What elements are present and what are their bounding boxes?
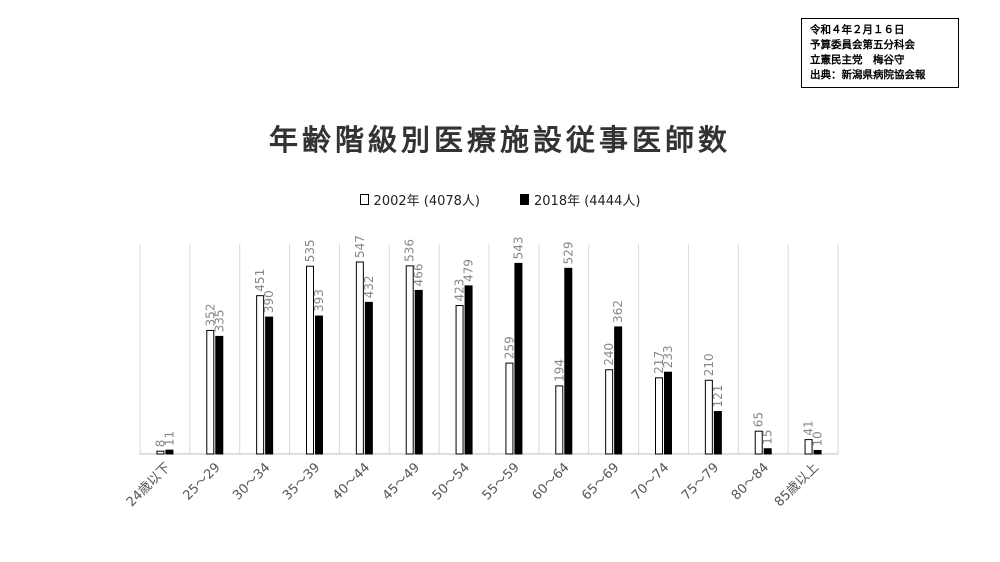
bar-2002 <box>355 261 364 455</box>
bar-2018 <box>414 289 423 455</box>
bar-2018 <box>464 285 473 455</box>
bar-2018 <box>165 449 174 455</box>
legend-label-2002: 2002年 (4078人) <box>373 194 480 209</box>
data-label-2018: 432 <box>362 275 376 298</box>
bar-2018 <box>564 267 573 455</box>
bar-2002 <box>605 369 614 455</box>
data-label-2018: 10 <box>811 431 825 446</box>
data-label-2018: 15 <box>761 429 775 444</box>
bar-2018 <box>315 315 323 455</box>
bar-2002 <box>455 305 464 455</box>
bar-2018 <box>514 262 523 455</box>
data-label-2018: 11 <box>162 431 176 446</box>
info-party: 立憲民主党 梅谷守 <box>810 54 905 66</box>
category-tick-label: 45～49 <box>380 460 423 503</box>
data-label-2018: 543 <box>511 236 525 259</box>
bar-2018 <box>215 335 224 455</box>
category-tick-label: 25～29 <box>180 460 223 503</box>
legend-swatch-2018 <box>520 194 529 205</box>
bar-2002 <box>754 430 763 455</box>
data-label-2002: 352 <box>203 304 217 327</box>
bar-2002 <box>555 385 564 455</box>
bar-2002 <box>505 362 514 455</box>
bar-2002 <box>704 379 713 455</box>
data-label-2002: 536 <box>403 239 417 262</box>
data-label-2018: 529 <box>561 241 575 264</box>
data-label-2018: 335 <box>212 310 226 333</box>
data-label-2002: 259 <box>502 336 516 359</box>
bar-2002 <box>206 329 215 455</box>
data-label-2002: 210 <box>702 353 716 376</box>
bar-2018 <box>364 301 373 455</box>
bar-2018 <box>614 326 623 455</box>
category-tick-label: 60～64 <box>529 460 572 503</box>
bar-2002 <box>804 439 813 455</box>
bar-2002 <box>156 450 165 455</box>
category-tick-label: 24歳以下 <box>124 460 174 510</box>
data-label-2018: 121 <box>711 385 725 408</box>
bar-2018 <box>763 448 772 455</box>
category-tick-label: 35～39 <box>280 460 323 503</box>
bar-2018 <box>265 316 274 455</box>
category-tick-label: 70～74 <box>629 460 672 503</box>
category-tick-label: 55～59 <box>480 460 523 503</box>
data-label-2002: 217 <box>652 351 666 374</box>
category-tick-label: 30～34 <box>230 460 273 503</box>
bar-2002 <box>306 265 314 455</box>
data-label-2002: 65 <box>752 412 766 427</box>
data-label-2002: 423 <box>453 279 467 302</box>
data-label-2018: 393 <box>312 289 326 312</box>
data-label-2002: 451 <box>253 269 267 292</box>
category-tick-label: 75～79 <box>679 460 722 503</box>
data-label-2002: 535 <box>303 239 317 262</box>
info-source: 出典：新潟県病院協会報 <box>810 69 926 81</box>
bar-2002 <box>655 377 663 455</box>
legend-item-2002: 2002年 (4078人) <box>359 190 480 209</box>
data-label-2018: 466 <box>412 264 426 287</box>
bar-2018 <box>813 449 822 455</box>
category-tick-label: 50～54 <box>430 460 473 503</box>
data-label-2018: 479 <box>462 259 476 282</box>
bar-2018 <box>664 371 672 455</box>
category-tick-label: 40～44 <box>330 460 373 503</box>
bar-2018 <box>713 411 722 455</box>
bar-2002 <box>256 295 265 455</box>
category-tick-label: 85歳以上 <box>772 460 822 510</box>
category-tick-label: 65～69 <box>579 460 622 503</box>
chart-legend: 2002年 (4078人) 2018年 (4444人) <box>0 190 1000 209</box>
data-label-2002: 41 <box>802 420 816 435</box>
info-committee: 予算委員会第五分科会 <box>810 39 915 51</box>
bar-2002 <box>405 265 414 455</box>
data-label-2002: 240 <box>602 343 616 366</box>
category-tick-label: 80～84 <box>729 460 772 503</box>
legend-swatch-2002 <box>359 194 369 205</box>
data-label-2018: 233 <box>661 345 675 368</box>
source-info-box: 令和４年２月１６日 予算委員会第五分科会 立憲民主党 梅谷守 出典：新潟県病院協… <box>801 18 959 88</box>
data-label-2002: 547 <box>353 235 367 258</box>
data-label-2018: 362 <box>611 300 625 323</box>
data-label-2002: 194 <box>552 359 566 382</box>
legend-item-2018: 2018年 (4444人) <box>520 190 640 209</box>
chart-title: 年齢階級別医療施設従事医師数 <box>268 123 731 157</box>
data-label-2018: 390 <box>262 290 276 313</box>
data-label-2002: 8 <box>153 440 167 448</box>
legend-label-2018: 2018年 (4444人) <box>534 194 641 209</box>
info-date: 令和４年２月１６日 <box>810 24 905 36</box>
